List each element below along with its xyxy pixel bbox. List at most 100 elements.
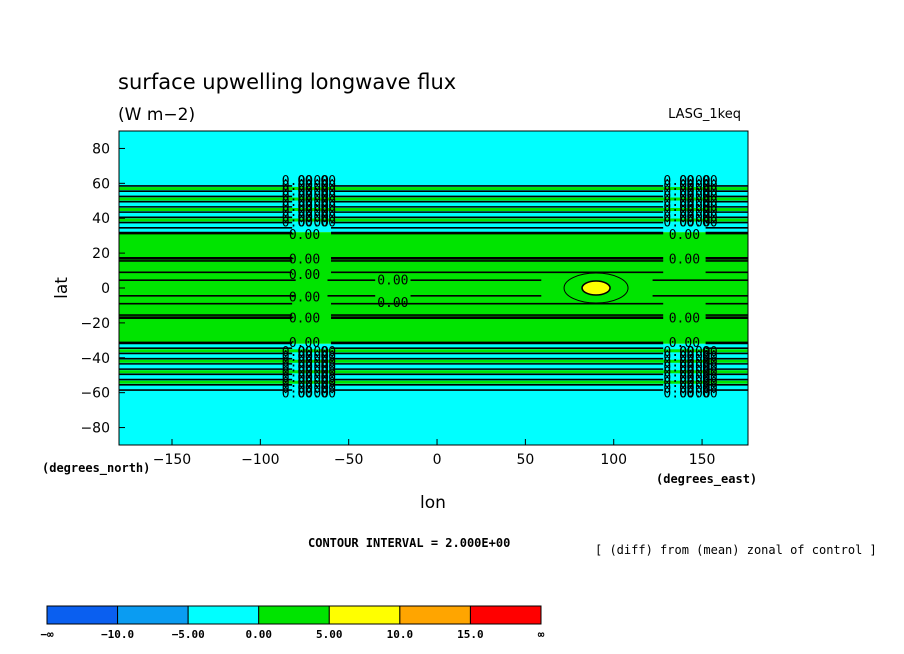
contour-label: 0.00: [282, 350, 313, 365]
contour-label: 0.00: [282, 381, 313, 396]
contour-label: 0.00: [686, 345, 717, 360]
x-tick-label: 0: [433, 452, 442, 468]
contour-label: 0.00: [686, 205, 717, 220]
contour-label: 0.00: [305, 361, 336, 376]
x-tick-label: 150: [689, 452, 716, 468]
contour-label: 0.00: [305, 200, 336, 215]
contour-label: 0.00: [282, 387, 313, 402]
max-feature: [581, 280, 611, 296]
color-legend: −∞ −10.0 −5.00 0.00 5.00 10.0 15.0 ∞: [40, 605, 545, 641]
contour-label: 0.00: [679, 205, 710, 220]
contour-stripe: [119, 354, 748, 358]
contour-label: 0.00: [282, 371, 313, 386]
y-unit-label: (degrees_north): [42, 461, 150, 476]
contour-stripe: [119, 359, 748, 363]
contour-label: 0.00: [298, 200, 329, 215]
y-tick-label: −20: [80, 316, 110, 332]
contour-label: 0.00: [686, 366, 717, 381]
contour-stripe: [119, 370, 748, 374]
contour-label: 0.00: [686, 361, 717, 376]
contour-label: 0.00: [289, 312, 320, 327]
contour-stripe: [119, 385, 748, 389]
contour-label: 0.00: [663, 190, 694, 205]
contour-label: 0.00: [663, 350, 694, 365]
contour-label: 0.00: [686, 387, 717, 402]
contour-label: 0.00: [298, 355, 329, 370]
contour-label: 0.00: [298, 376, 329, 391]
legend-label: 10.0: [387, 628, 414, 641]
contour-label: 0.00: [686, 179, 717, 194]
contour-label: 0.00: [305, 355, 336, 370]
contour-label: 0.00: [282, 366, 313, 381]
contour-label: 0.00: [663, 184, 694, 199]
contour-label: 0.00: [663, 371, 694, 386]
x-tick-label: −150: [153, 452, 191, 468]
contour-label: 0.00: [686, 190, 717, 205]
contour-label: 0.00: [679, 210, 710, 225]
contour-interval-text: CONTOUR INTERVAL = 2.000E+00: [308, 536, 510, 550]
legend-swatch: [46, 605, 119, 625]
contour-label: 0.00: [686, 200, 717, 215]
contour-label: 0.00: [686, 371, 717, 386]
contour-label: 0.00: [663, 345, 694, 360]
contour-label: 0.00: [686, 195, 717, 210]
contour-label: 0.00: [663, 200, 694, 215]
contour-label: 0.00: [298, 195, 329, 210]
contour-ring: [563, 272, 629, 304]
y-tick-label: −80: [80, 421, 110, 437]
contour-label: 0.00: [289, 228, 320, 243]
contour-label: 0.00: [305, 205, 336, 220]
contour-label: 0.00: [686, 174, 717, 189]
contour-label: 0.00: [663, 174, 694, 189]
contour-stripe: [119, 380, 748, 384]
contour-label: 0.00: [669, 228, 700, 243]
contour-stripe: [119, 187, 748, 191]
contour-label: 0.00: [305, 195, 336, 210]
legend-label: −10.0: [101, 628, 134, 641]
contour-label: 0.00: [679, 371, 710, 386]
contour-label: 0.00: [282, 174, 313, 189]
contour-label: 0.00: [305, 366, 336, 381]
contour-label: 0.00: [663, 210, 694, 225]
contour-label: 0.00: [679, 216, 710, 231]
fill-band: [119, 390, 748, 445]
contour-label: 0.00: [298, 210, 329, 225]
contour-label: 0.00: [305, 184, 336, 199]
contour-label: 0.00: [289, 336, 320, 351]
contour-label: 0.00: [289, 291, 320, 306]
contour-label: 0.00: [663, 376, 694, 391]
legend-swatch: [117, 605, 189, 625]
contour-stripe: [119, 223, 748, 227]
contour-stripe: [119, 213, 748, 217]
contour-label: 0.00: [298, 381, 329, 396]
contour-label: 0.00: [298, 361, 329, 376]
contour-label: 0.00: [305, 345, 336, 360]
contour-label: 0.00: [282, 190, 313, 205]
legend-swatch: [469, 605, 542, 625]
y-tick-label: 0: [101, 281, 110, 297]
y-axis-ticks: 80 60 40 20 0 −20 −40 −60 −80: [80, 141, 125, 437]
contour-label: 0.00: [686, 184, 717, 199]
contour-label: 0.00: [282, 216, 313, 231]
y-tick-label: −40: [80, 351, 110, 367]
contour-label: 0.00: [679, 361, 710, 376]
contour-label: 0.00: [686, 376, 717, 391]
y-tick-label: 60: [92, 176, 110, 192]
contour-stripe: [119, 208, 748, 211]
legend-label: 0.00: [245, 628, 272, 641]
contour-label: 0.00: [686, 210, 717, 225]
contour-label: 0.00: [669, 252, 700, 267]
contour-label: 0.00: [663, 381, 694, 396]
legend-label: −∞: [40, 628, 54, 641]
contour-label: 0.00: [686, 350, 717, 365]
legend-label: ∞: [538, 628, 545, 641]
contour-label: 0.00: [663, 195, 694, 210]
contour-label: 0.00: [298, 174, 329, 189]
contour-label: 0.00: [298, 190, 329, 205]
contour-label: 0.00: [282, 345, 313, 360]
x-axis-label: lon: [420, 493, 446, 513]
contour-stripe: [119, 365, 748, 368]
contour-label: 0.00: [305, 216, 336, 231]
contour-label: 0.00: [282, 210, 313, 225]
